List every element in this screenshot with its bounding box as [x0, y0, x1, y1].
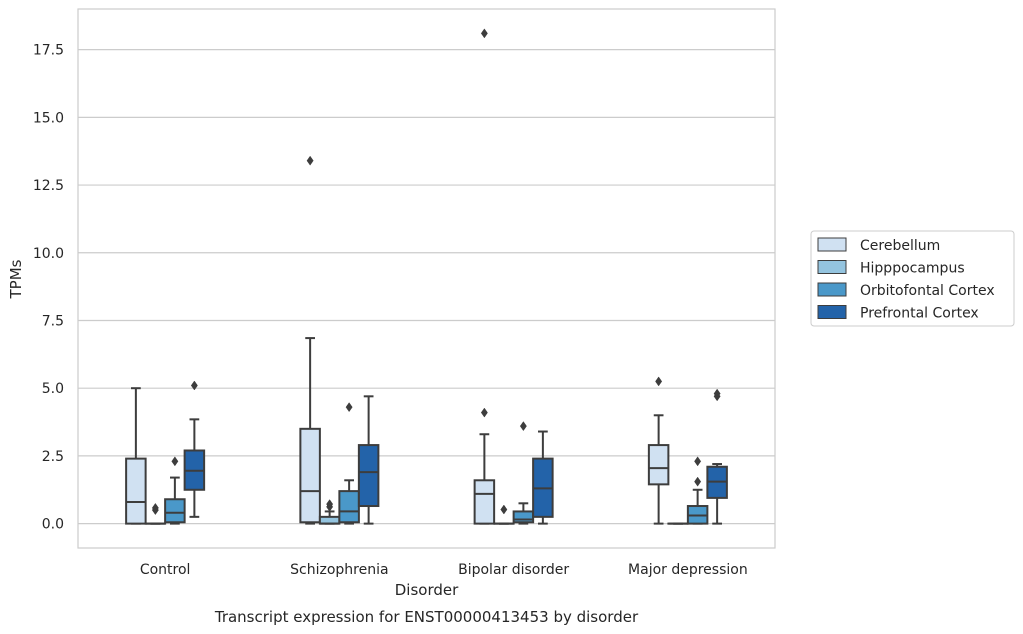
legend-item: Orbitofontal Cortex: [817, 282, 995, 299]
outlier-point: [480, 28, 488, 39]
box-orbitofontal-cortex: [686, 456, 709, 525]
box-orbitofontal-cortex: [164, 456, 186, 525]
box-iqr: [357, 444, 380, 508]
x-axis-title: Disorder: [395, 581, 459, 599]
box-iqr: [338, 490, 360, 524]
y-tick-label: 12.5: [33, 178, 64, 194]
y-tick-label: 15.0: [33, 110, 64, 126]
legend-swatch: [817, 282, 847, 297]
y-axis-title: TPMs: [7, 259, 25, 299]
x-tick-label: Schizophrenia: [290, 562, 388, 578]
legend-item: Hipppocampus: [817, 260, 965, 277]
outlier-point: [326, 499, 334, 510]
box-cerebellum: [125, 387, 147, 525]
plot-frame: [77, 8, 776, 549]
box-cerebellum: [647, 376, 670, 525]
y-tick-label: 5.0: [42, 381, 64, 397]
box-hipppocampus: [318, 499, 341, 525]
outlier-point: [190, 380, 198, 391]
x-axis-tick-labels: Control Schizophrenia Bipolar disorder Majo…: [140, 562, 748, 578]
chart-caption: Transcript expression for ENST0000041345…: [214, 608, 639, 626]
box-prefrontal-cortex: [183, 380, 206, 518]
outlier-point: [171, 456, 179, 467]
box-iqr: [299, 427, 321, 524]
y-tick-label: 2.5: [42, 449, 64, 465]
legend: Cerebellum Hipppocampus Orbitofontal Corte…: [810, 230, 1015, 327]
y-tick-label: 0.0: [42, 517, 64, 533]
outlier-point: [306, 155, 314, 166]
legend-swatch: [817, 305, 847, 319]
legend-label: Orbitofontal Cortex: [860, 283, 995, 299]
box-orbitofontal-cortex: [512, 421, 535, 525]
box-iqr: [512, 510, 535, 524]
box-prefrontal-cortex: [532, 430, 554, 525]
box-orbitofontal-cortex: [338, 402, 360, 525]
y-tick-label: 17.5: [33, 43, 64, 59]
box-cerebellum: [299, 155, 321, 525]
outlier-point: [500, 504, 508, 515]
grid-lines: [78, 49, 775, 525]
x-tick-label: Control: [140, 562, 191, 578]
legend-label: Hipppocampus: [860, 261, 965, 277]
box-hipppocampus: [144, 502, 167, 525]
legend-item: Prefrontal Cortex: [817, 305, 979, 322]
outlier-point: [713, 388, 721, 399]
x-tick-label: Bipolar disorder: [458, 562, 569, 578]
box-hipppocampus: [493, 504, 515, 525]
box-iqr: [647, 444, 670, 486]
legend-swatch: [817, 237, 847, 252]
legend-swatch: [817, 260, 847, 274]
outlier-point: [694, 456, 702, 467]
outlier-point: [655, 376, 663, 387]
box-prefrontal-cortex: [357, 395, 380, 525]
box-cerebellum: [473, 28, 496, 525]
box-prefrontal-cortex: [706, 388, 728, 525]
y-tick-label: 10.0: [33, 246, 64, 262]
box-iqr: [125, 457, 147, 525]
box-iqr: [318, 515, 341, 525]
box-iqr: [473, 479, 496, 525]
box-plot-series: [125, 28, 728, 525]
box-iqr: [164, 498, 186, 524]
legend-label: Cerebellum: [860, 238, 940, 254]
legend-label: Prefrontal Cortex: [860, 306, 979, 322]
outlier-point: [151, 502, 159, 513]
x-tick-label: Major depression: [628, 562, 748, 578]
outlier-point: [519, 421, 527, 432]
outlier-point: [480, 407, 488, 418]
legend-item: Cerebellum: [817, 237, 940, 254]
y-tick-label: 7.5: [42, 313, 64, 329]
legend-frame: [810, 230, 1015, 327]
outlier-point: [694, 476, 702, 487]
outlier-point: [345, 402, 353, 413]
y-axis-tick-labels: 0.0 2.5 5.0 7.5 10.0 12.5 15.0 17.5: [33, 43, 64, 533]
